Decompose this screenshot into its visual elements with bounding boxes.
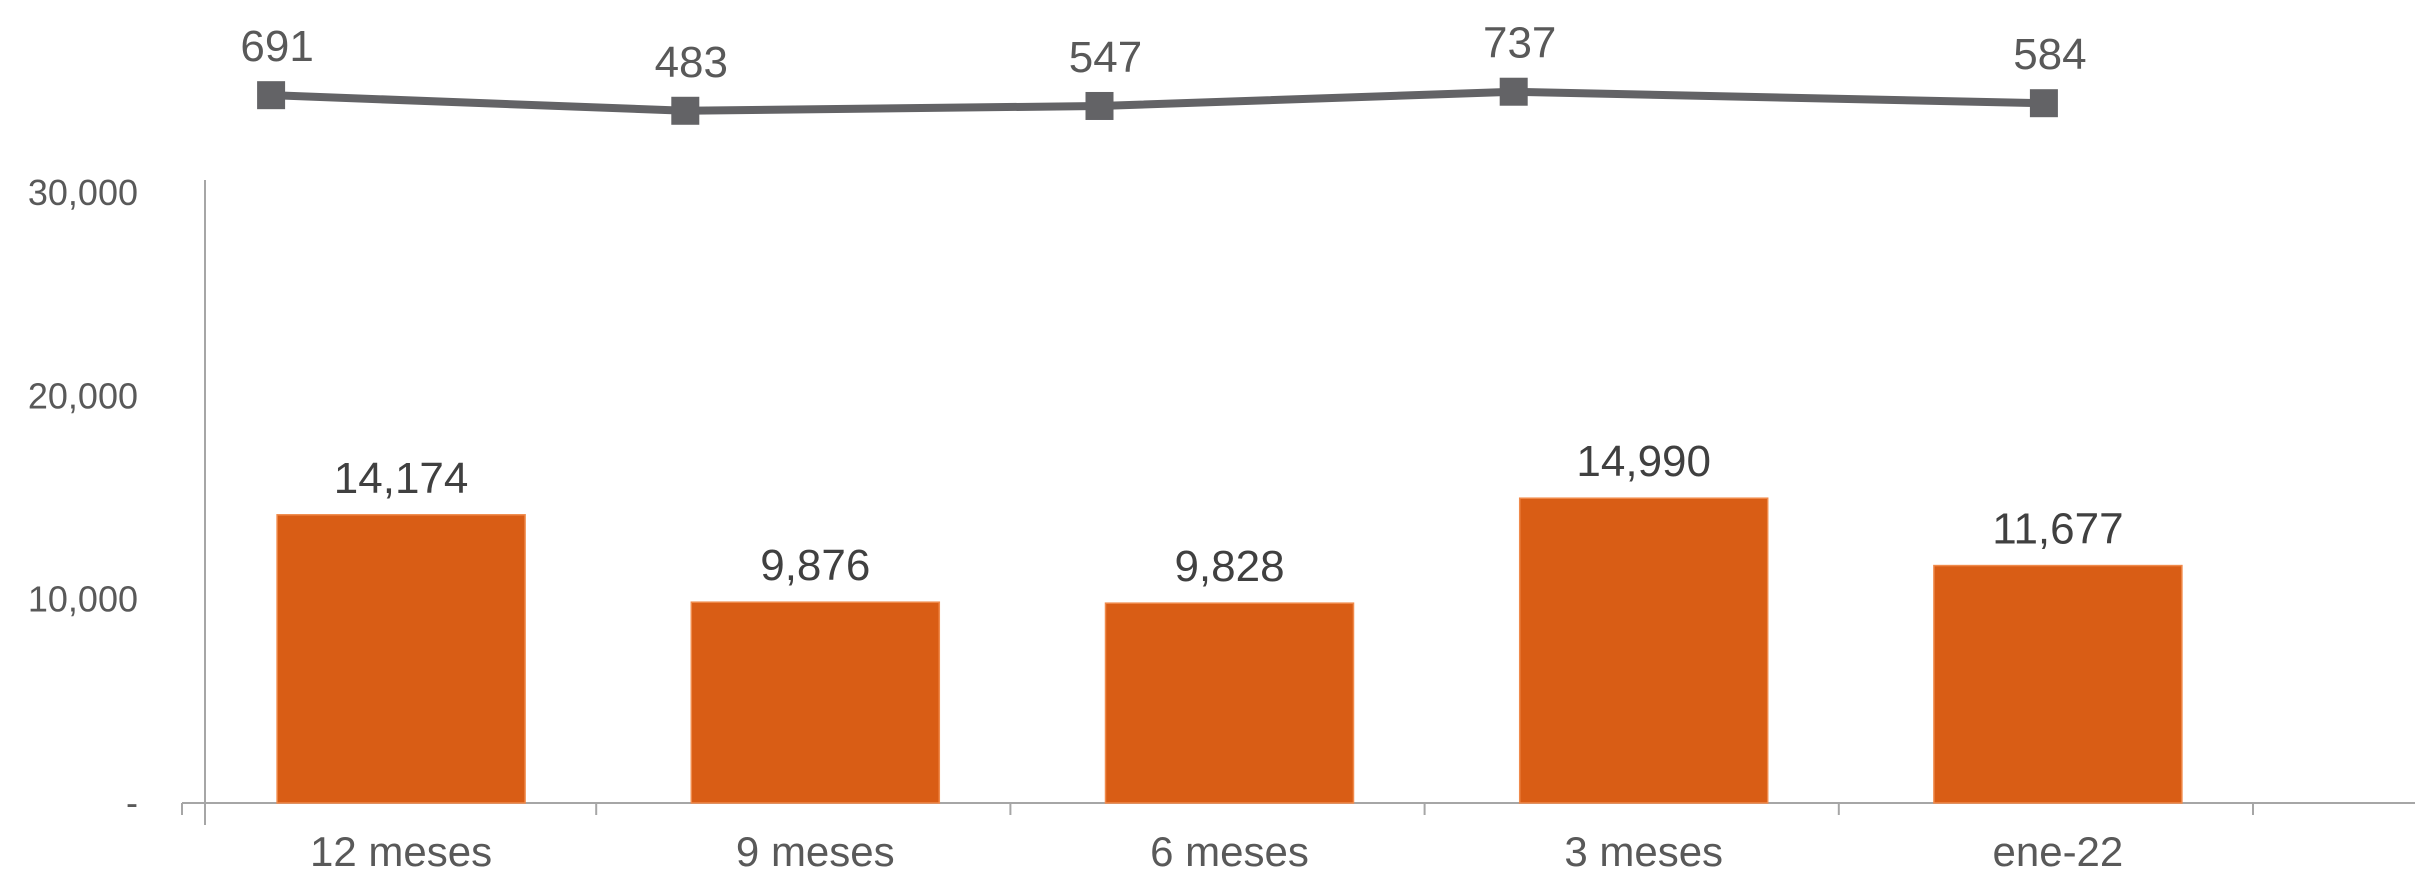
bar-value-label: 9,876 xyxy=(760,541,870,590)
bar xyxy=(690,601,941,804)
bar-value-label: 14,174 xyxy=(334,454,469,503)
line-marker xyxy=(1499,77,1528,106)
y-tick-label: 10,000 xyxy=(28,579,138,620)
line-value-label: 483 xyxy=(655,38,728,87)
bar xyxy=(276,514,526,804)
line-series xyxy=(257,77,2058,125)
category-label: ene-22 xyxy=(1993,828,2124,871)
bar xyxy=(1104,602,1355,804)
line-value-label: 691 xyxy=(240,22,313,71)
line-marker xyxy=(2029,89,2058,118)
category-label: 12 meses xyxy=(310,828,492,871)
y-tick-label: - xyxy=(126,782,138,823)
category-label: 9 meses xyxy=(736,828,895,871)
category-label: 6 meses xyxy=(1150,828,1309,871)
bar-value-label: 11,677 xyxy=(1992,505,2123,554)
line-value-label: 737 xyxy=(1483,19,1556,68)
line-value-label: 584 xyxy=(2013,30,2086,79)
line-marker xyxy=(671,96,700,125)
line-marker xyxy=(257,81,286,110)
y-tick-label: 20,000 xyxy=(28,375,138,416)
line-value-label: 547 xyxy=(1069,33,1142,82)
line-path xyxy=(270,87,2044,115)
bar-series xyxy=(276,497,2183,804)
bar xyxy=(1933,564,2183,804)
bar-value-label: 14,990 xyxy=(1576,437,1711,486)
line-marker xyxy=(1085,91,1114,120)
y-tick-label: 30,000 xyxy=(28,172,138,213)
bar-value-label: 9,828 xyxy=(1174,542,1284,591)
category-label: 3 meses xyxy=(1564,828,1723,871)
bar xyxy=(1518,497,1769,804)
label-layer: 30,000 20,000 10,000 - 14,174 12 meses 9,876 9 … xyxy=(28,19,2124,871)
